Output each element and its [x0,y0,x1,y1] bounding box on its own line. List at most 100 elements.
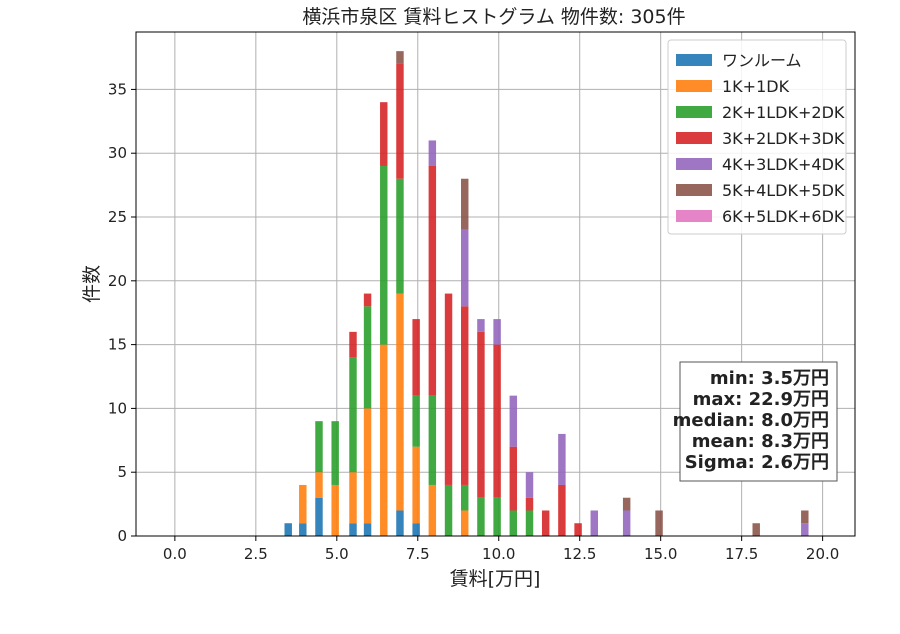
y-tick-label: 30 [108,144,127,162]
legend-swatch [676,158,712,170]
bar-segment [801,510,809,524]
y-tick-label: 20 [108,272,127,290]
legend-entry: ワンルーム [722,51,802,70]
bar-segment [444,293,453,485]
x-tick-label: 12.5 [563,545,596,563]
y-axis-ticks: 0 5 10 15 20 25 30 35 [108,80,136,545]
bar-segment [493,319,501,345]
bar-segment [380,344,388,536]
bar-segment [509,446,518,511]
x-tick-label: 10.0 [482,545,515,563]
bar-segment [558,433,566,485]
x-tick-label: 2.5 [244,545,268,563]
x-tick-label: 20.0 [806,545,839,563]
bar-segment [655,510,663,536]
bar-segment [315,497,323,536]
legend-swatch [676,106,712,118]
bar-segment [509,395,518,447]
stats-line: mean: 8.3万円 [692,431,829,452]
bar-segment [380,165,388,345]
bar-segment [363,306,372,409]
x-axis-ticks: 0.0 2.5 5.0 7.5 10.0 12.5 15.0 17.5 20.0 [163,536,839,563]
bar-segment [477,497,485,536]
legend-entry: 2K+1LDK+2DK [722,103,845,122]
y-tick-label: 35 [108,80,127,98]
legend-swatch [676,80,712,92]
x-tick-label: 0.0 [163,545,187,563]
bar-segment [477,331,485,498]
bar-segment [299,484,307,524]
bar-segment [396,51,404,64]
bar-segment [284,523,292,536]
bar-segment [461,178,469,230]
legend-entry: 6K+5LDK+6DK [722,207,845,226]
stats-line: Sigma: 2.6万円 [685,452,829,473]
bar-segment [412,446,420,524]
bar-segment [477,319,485,332]
bar-segment [541,510,550,536]
bar-segment [396,63,404,179]
legend-swatch [676,54,712,66]
x-axis-label: 賃料[万円] [450,568,541,590]
stats-line: median: 8.0万円 [673,410,829,431]
legend-entry: 4K+3LDK+4DK [722,155,845,174]
bar-segment [752,523,760,536]
bar-segment [315,472,323,498]
bar-segment [444,484,453,536]
stats-frame [679,361,838,482]
x-tick-label: 17.5 [725,545,758,563]
legend-entry: 1K+1DK [722,77,790,96]
y-axis-label: 件数 [81,265,103,303]
bar-segment [558,484,566,536]
bars [284,51,809,536]
bar-segment [363,293,372,307]
bar-segment [428,395,437,485]
bar-segment [525,497,534,511]
bar-segment [509,510,518,536]
legend-box [667,39,847,235]
bar-segment [428,140,437,166]
bar-segment [315,421,323,473]
bar-segment [349,357,357,473]
bar-segment [574,523,582,536]
plot-frame [135,31,856,537]
bar-segment [412,523,420,536]
x-tick-label: 15.0 [644,545,677,563]
chart-title: 横浜市泉区 賃料ヒストグラム 物件数: 305件 [302,6,685,28]
bar-segment [461,484,469,511]
stats-line: max: 22.9万円 [693,389,829,410]
bar-segment [363,408,372,524]
bar-segment [525,472,534,498]
bar-segment [622,510,631,536]
bar-segment [525,510,534,536]
y-tick-label: 0 [117,527,127,545]
bar-segment [331,484,339,536]
y-tick-label: 15 [108,336,127,354]
y-tick-label: 25 [108,208,127,226]
bar-segment [380,102,388,166]
x-tick-label: 5.0 [325,545,349,563]
bar-segment [461,510,469,536]
bar-segment [412,395,420,447]
bar-segment [349,472,357,524]
bar-segment [493,344,501,498]
bar-segment [493,497,501,536]
y-tick-label: 10 [108,399,127,417]
bar-segment [349,331,357,358]
bar-segment [396,293,404,511]
bar-segment [428,165,437,396]
legend-swatch [676,132,712,144]
y-tick-label: 5 [117,463,127,481]
bar-segment [461,306,469,485]
bar-segment [331,421,339,485]
bar-segment [396,178,404,294]
stats-line: min: 3.5万円 [710,368,829,389]
legend-entry: 5K+4LDK+5DK [722,181,845,200]
bar-segment [461,229,469,307]
legend: ワンルーム 1K+1DK 2K+1LDK+2DK 3K+2LDK+3DK 4K+3LDK… [667,39,847,235]
bar-segment [590,510,599,536]
legend-swatch [676,184,712,196]
